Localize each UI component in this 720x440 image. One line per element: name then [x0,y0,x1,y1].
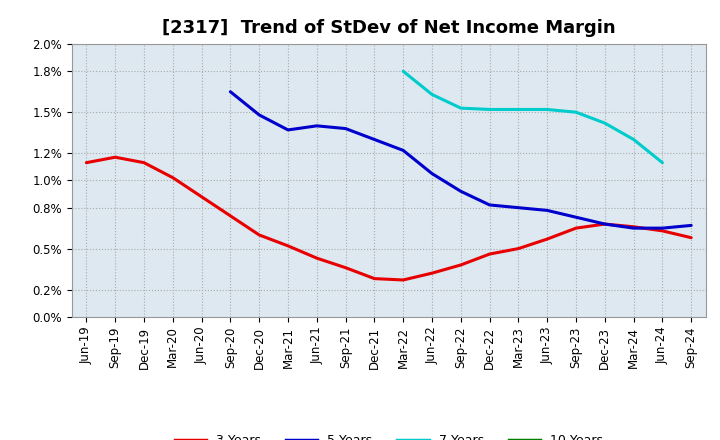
3 Years [600,221,609,227]
5 Years [514,205,523,210]
7 Years [428,92,436,97]
5 Years [255,112,264,117]
3 Years [197,194,206,199]
Line: 3 Years: 3 Years [86,157,691,280]
3 Years [572,225,580,231]
7 Years [456,106,465,111]
3 Years [428,271,436,276]
Title: [2317]  Trend of StDev of Net Income Margin: [2317] Trend of StDev of Net Income Marg… [162,19,616,37]
5 Years [658,225,667,231]
3 Years [629,224,638,229]
5 Years [399,148,408,153]
7 Years [514,107,523,112]
3 Years [543,236,552,242]
5 Years [226,89,235,94]
5 Years [572,215,580,220]
5 Years [687,223,696,228]
3 Years [284,243,292,249]
5 Years [485,202,494,208]
3 Years [140,160,148,165]
Legend: 3 Years, 5 Years, 7 Years, 10 Years: 3 Years, 5 Years, 7 Years, 10 Years [170,429,608,440]
5 Years [341,126,350,131]
3 Years [226,213,235,219]
3 Years [255,232,264,238]
3 Years [485,251,494,257]
3 Years [168,175,177,180]
3 Years [456,262,465,268]
5 Years [284,127,292,132]
5 Years [600,221,609,227]
7 Years [543,107,552,112]
3 Years [111,154,120,160]
7 Years [600,121,609,126]
3 Years [312,256,321,261]
Line: 7 Years: 7 Years [403,71,662,163]
7 Years [629,137,638,142]
3 Years [370,276,379,281]
5 Years [629,225,638,231]
3 Years [514,246,523,251]
3 Years [341,265,350,270]
7 Years [572,110,580,115]
3 Years [687,235,696,240]
7 Years [399,69,408,74]
7 Years [485,107,494,112]
7 Years [658,160,667,165]
5 Years [428,171,436,176]
3 Years [82,160,91,165]
5 Years [370,137,379,142]
3 Years [399,277,408,282]
5 Years [456,189,465,194]
5 Years [312,123,321,128]
Line: 5 Years: 5 Years [230,92,691,228]
3 Years [658,228,667,234]
5 Years [543,208,552,213]
